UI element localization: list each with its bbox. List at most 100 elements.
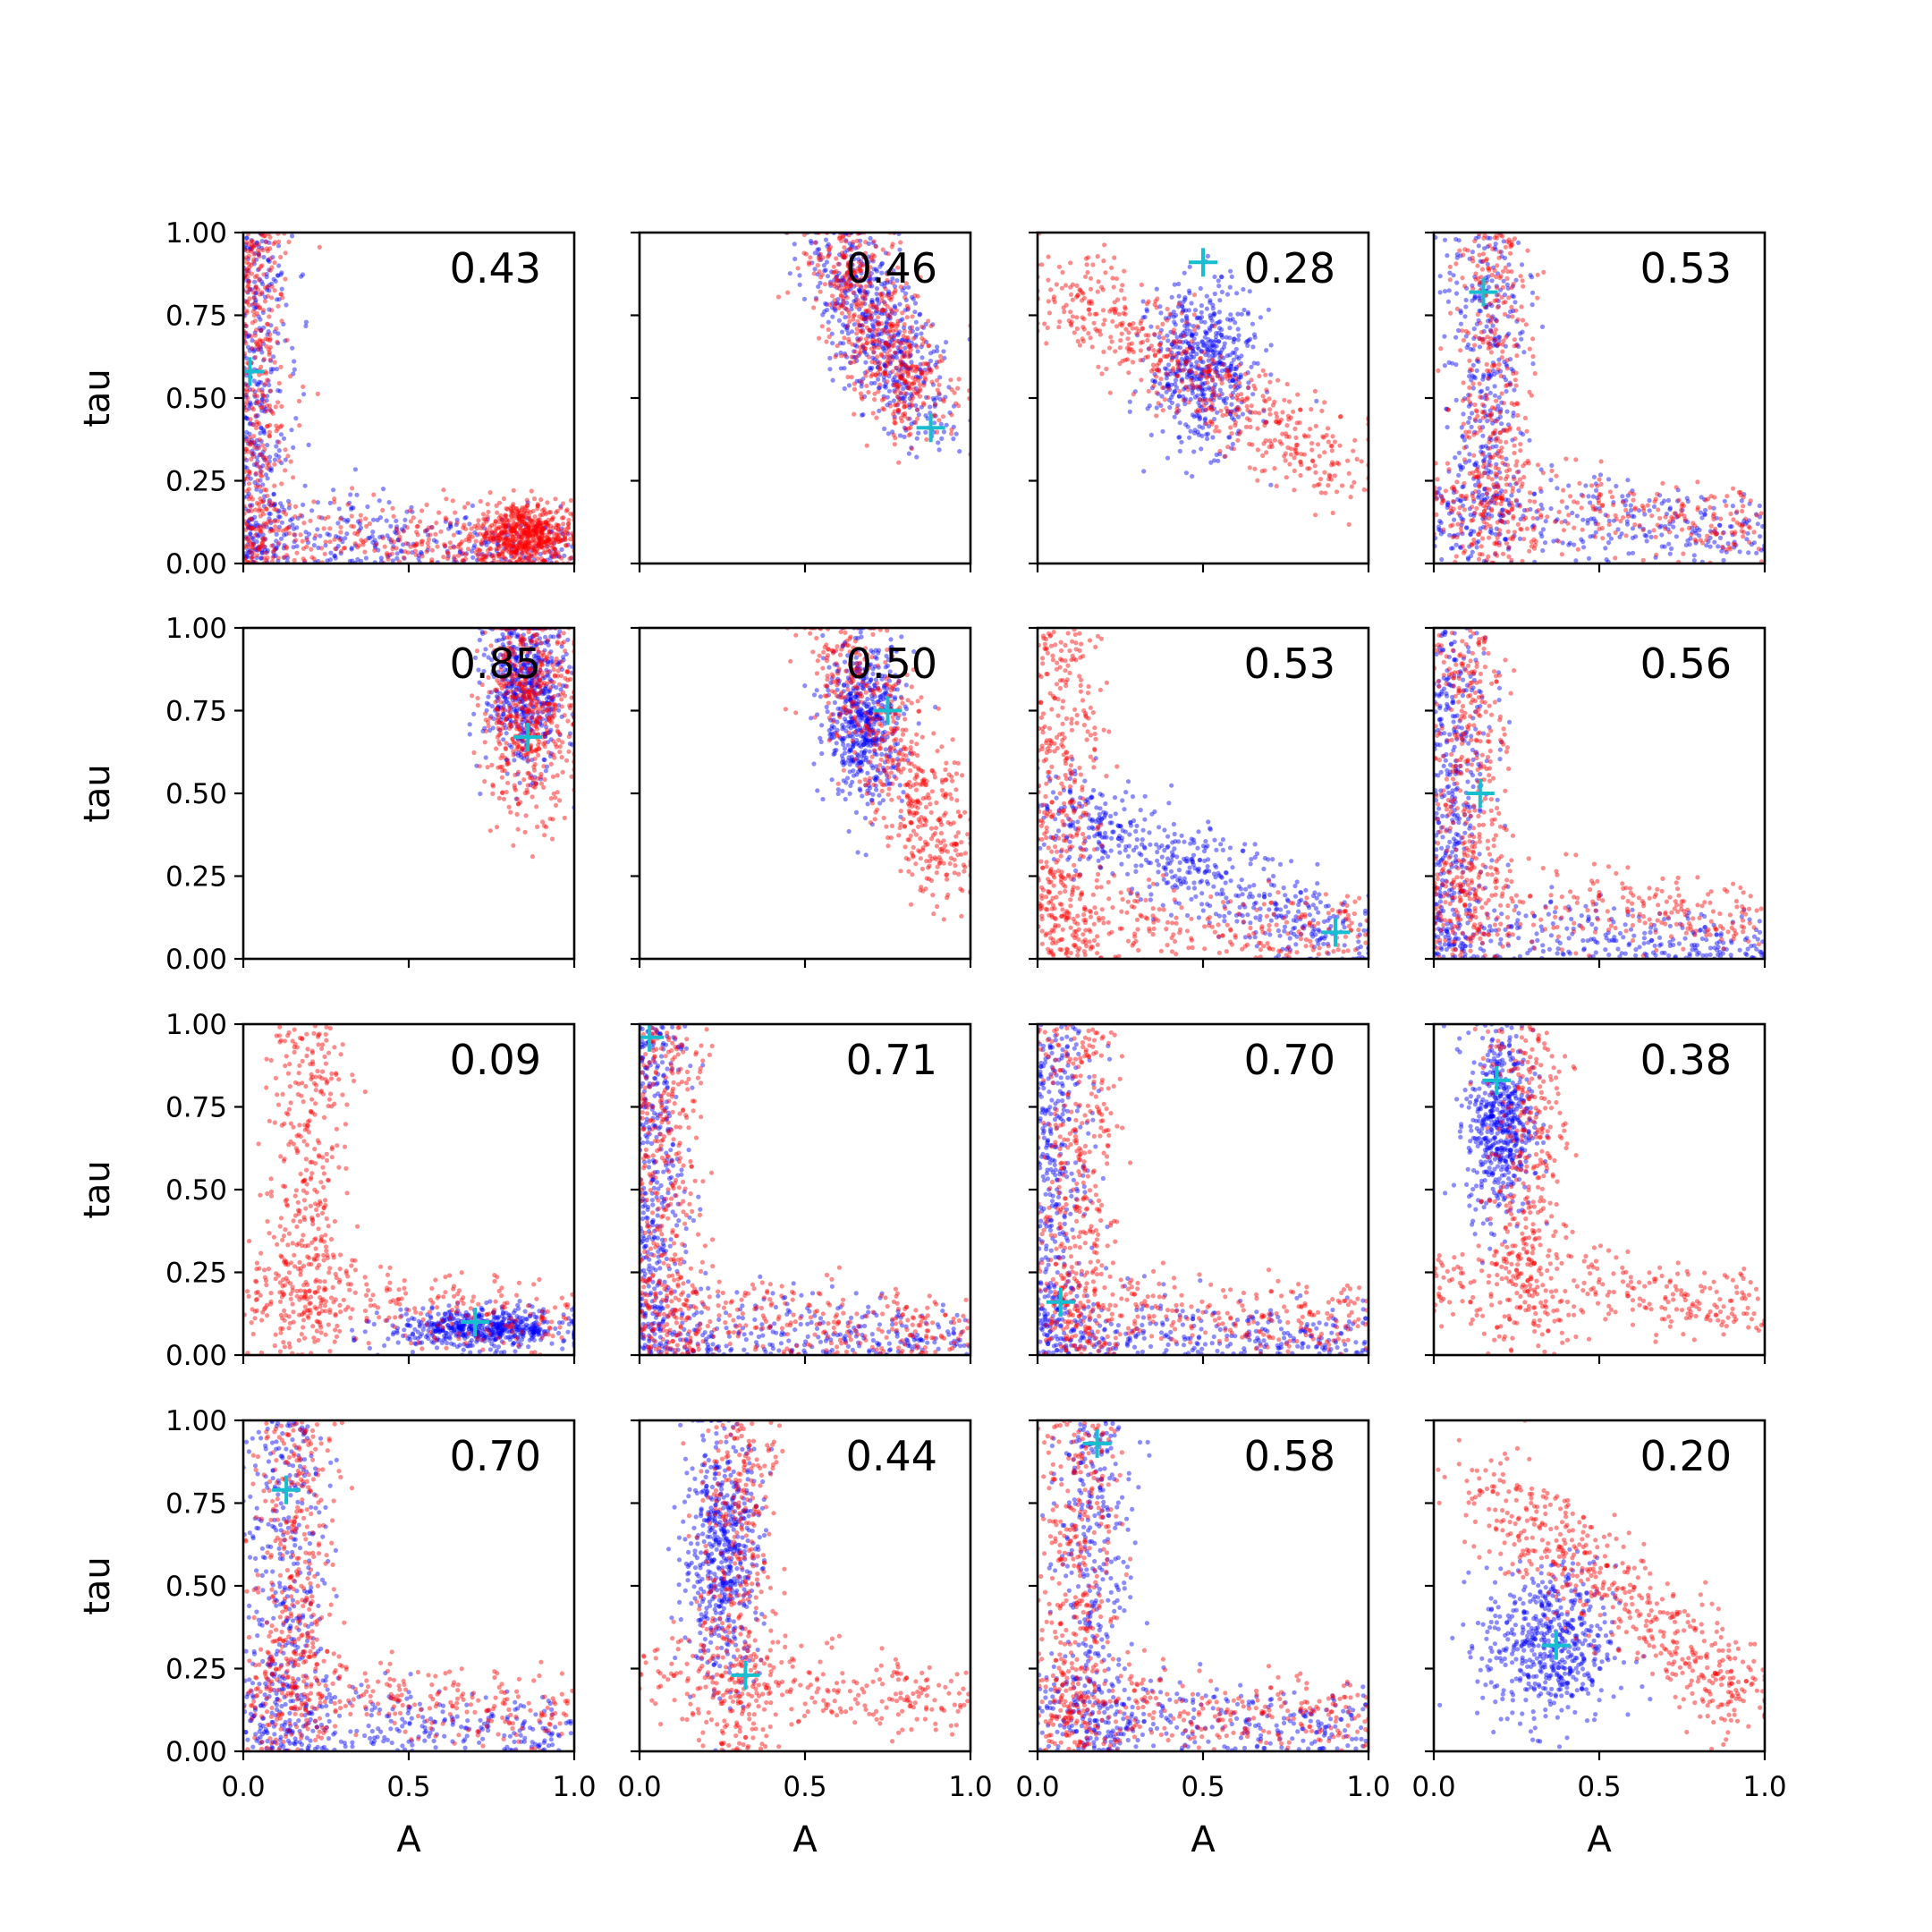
red-point — [847, 262, 853, 268]
red-point — [854, 304, 860, 309]
blue-point — [1157, 381, 1163, 386]
red-point — [902, 354, 908, 360]
blue-point — [834, 352, 839, 358]
red-point — [258, 469, 264, 475]
red-point — [515, 510, 521, 515]
red-point — [1253, 410, 1258, 415]
red-point — [846, 283, 852, 288]
red-point — [562, 534, 568, 539]
blue-point — [1165, 381, 1171, 386]
blue-point — [878, 331, 884, 336]
blue-point — [1496, 540, 1502, 546]
red-point — [261, 521, 267, 527]
blue-point — [256, 545, 261, 550]
red-point — [1122, 296, 1127, 301]
red-point — [462, 504, 468, 510]
red-point — [247, 539, 252, 545]
blue-point — [1603, 513, 1608, 518]
red-point — [914, 407, 920, 412]
blue-point — [857, 264, 863, 269]
red-point — [1184, 346, 1190, 352]
blue-point — [910, 328, 915, 334]
red-point — [262, 446, 267, 452]
red-point — [858, 336, 864, 342]
red-point — [844, 286, 850, 292]
blue-point — [292, 539, 297, 545]
blue-point — [264, 550, 269, 555]
blue-point — [832, 277, 837, 283]
blue-point — [1466, 342, 1471, 347]
red-point — [904, 303, 911, 309]
red-point — [908, 347, 913, 352]
red-point — [248, 417, 253, 422]
blue-point — [1453, 455, 1458, 461]
red-point — [256, 399, 261, 404]
red-point — [255, 287, 261, 292]
red-point — [288, 374, 293, 379]
blue-point — [1539, 324, 1546, 329]
blue-point — [343, 536, 348, 541]
blue-point — [258, 279, 264, 284]
red-point — [253, 242, 258, 248]
blue-point — [556, 554, 562, 559]
red-point — [565, 525, 572, 530]
blue-point — [1485, 386, 1490, 391]
blue-point — [1249, 364, 1254, 369]
red-point — [475, 547, 480, 552]
red-point — [362, 549, 368, 555]
blue-point — [265, 332, 270, 337]
red-point — [1114, 275, 1120, 282]
red-point — [1156, 401, 1161, 406]
red-point — [503, 536, 508, 542]
blue-point — [246, 334, 251, 339]
blue-point — [836, 278, 842, 284]
blue-point — [1232, 336, 1237, 342]
red-point — [533, 532, 538, 538]
red-point — [1057, 319, 1063, 325]
red-point — [1139, 282, 1144, 287]
red-point — [504, 506, 510, 513]
red-point — [858, 349, 863, 354]
red-point — [864, 341, 869, 346]
blue-point — [1203, 386, 1208, 392]
red-point — [905, 335, 911, 341]
red-point — [1312, 388, 1318, 394]
blue-point — [1191, 324, 1196, 329]
red-point — [937, 353, 944, 359]
red-point — [1068, 260, 1073, 266]
red-point — [507, 544, 513, 550]
red-point — [304, 537, 309, 543]
blue-point — [448, 524, 453, 530]
red-point — [894, 323, 900, 328]
red-point — [846, 310, 852, 316]
red-point — [854, 269, 860, 275]
blue-point — [1711, 505, 1716, 511]
blue-point — [860, 411, 866, 418]
blue-point — [866, 254, 871, 259]
blue-point — [357, 521, 362, 527]
red-point — [1294, 451, 1300, 456]
red-point — [569, 555, 574, 561]
blue-point — [1148, 324, 1154, 329]
red-point — [530, 518, 535, 523]
blue-point — [243, 235, 249, 241]
blue-point — [1183, 314, 1190, 319]
blue-point — [1141, 469, 1147, 474]
red-point — [831, 281, 837, 287]
red-point — [1193, 409, 1199, 414]
blue-point — [887, 316, 893, 321]
red-point — [514, 531, 520, 537]
red-point — [864, 325, 870, 330]
red-point — [1204, 397, 1209, 402]
red-point — [852, 360, 857, 365]
blue-point — [369, 534, 375, 539]
blue-point — [315, 500, 320, 505]
red-point — [806, 261, 812, 267]
blue-point — [251, 294, 257, 300]
blue-point — [1227, 411, 1233, 417]
red-point — [250, 405, 255, 411]
red-point — [902, 404, 907, 410]
blue-point — [1172, 282, 1177, 287]
blue-point — [1165, 333, 1170, 338]
blue-point — [1191, 449, 1197, 454]
